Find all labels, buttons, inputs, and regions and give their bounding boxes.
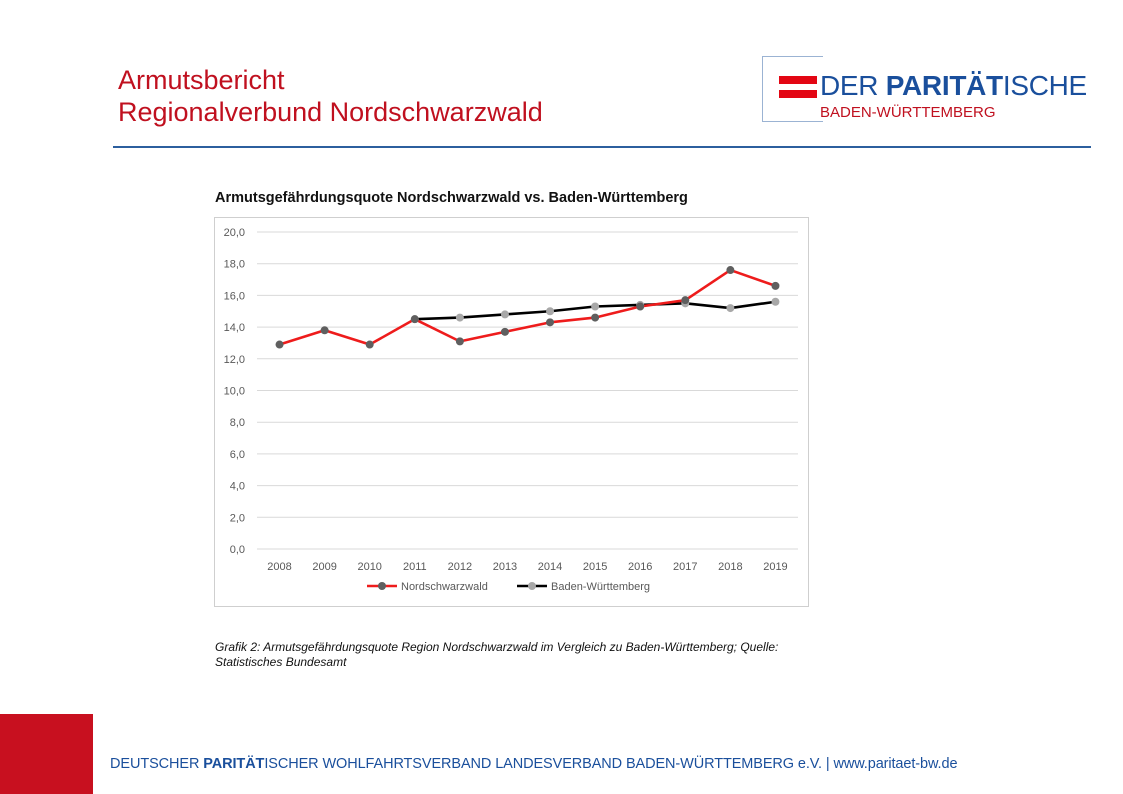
series-line-nordschwarzwald <box>279 268 776 346</box>
data-point-baden-wuerttemberg <box>726 304 735 313</box>
logo-ische: ISCHE <box>1002 70 1087 101</box>
data-point-nordschwarzwald <box>681 296 690 305</box>
line-chart: 0,0 2,0 4,0 6,0 8,0 10,0 12,0 14,0 16,0 18,0 20,0 2… <box>224 227 798 593</box>
paritaet-logo: DER PARITÄTISCHE BADEN-WÜRTTEMBERG <box>762 56 1102 126</box>
logo-der: DER <box>820 70 886 101</box>
logo-stripe-bottom <box>779 90 817 98</box>
x-tick-label: 2019 <box>763 561 787 573</box>
x-tick-label: 2012 <box>448 561 472 573</box>
data-point-nordschwarzwald <box>320 326 329 335</box>
slide-title: Armutsbericht Regionalverbund Nordschwar… <box>118 64 543 128</box>
logo-region: BADEN-WÜRTTEMBERG <box>820 104 996 121</box>
logo-stripe-top <box>779 76 817 84</box>
data-point-nordschwarzwald <box>771 281 780 290</box>
x-tick-label: 2016 <box>628 561 652 573</box>
y-tick-label: 12,0 <box>224 354 245 366</box>
legend-label-baden-wuerttemberg: Baden-Württemberg <box>551 581 650 593</box>
slide-title-line1: Armutsbericht <box>118 65 285 95</box>
header-divider <box>113 146 1091 148</box>
logo-paritaet: PARITÄT <box>885 70 1003 101</box>
x-tick-label: 2013 <box>493 561 517 573</box>
y-tick-label: 10,0 <box>224 386 245 398</box>
data-point-nordschwarzwald <box>365 340 374 349</box>
caption-line2: Statistisches Bundesamt <box>215 655 347 669</box>
legend-label-nordschwarzwald: Nordschwarzwald <box>401 581 488 593</box>
data-point-baden-wuerttemberg <box>455 313 464 322</box>
y-tick-label: 2,0 <box>230 512 245 524</box>
y-tick-label: 20,0 <box>224 227 245 239</box>
x-tick-label: 2010 <box>357 561 381 573</box>
data-point-baden-wuerttemberg <box>591 302 600 311</box>
data-point-baden-wuerttemberg <box>546 307 555 316</box>
data-point-nordschwarzwald <box>410 315 419 324</box>
y-tick-label: 14,0 <box>224 322 245 334</box>
y-tick-label: 0,0 <box>230 544 245 556</box>
y-tick-label: 16,0 <box>224 290 245 302</box>
logo-frame <box>762 56 823 122</box>
footer-bold: PARITÄT <box>203 756 265 772</box>
slide-title-line2: Regionalverbund Nordschwarzwald <box>118 97 543 127</box>
x-tick-label: 2011 <box>403 561 427 573</box>
chart-frame: 0,0 2,0 4,0 6,0 8,0 10,0 12,0 14,0 16,0 18,0 20,0 2… <box>214 217 809 607</box>
footer-part1: DEUTSCHER <box>110 756 204 772</box>
footer-part2: ISCHER WOHLFAHRTSVERBAND LANDESVERBAND B… <box>264 756 958 772</box>
x-tick-label: 2018 <box>718 561 742 573</box>
y-tick-label: 6,0 <box>230 449 245 461</box>
footer-text: DEUTSCHER PARITÄTISCHER WOHLFAHRTSVERBAN… <box>110 756 958 772</box>
x-tick-label: 2015 <box>583 561 607 573</box>
data-point-nordschwarzwald <box>591 313 600 322</box>
data-point-nordschwarzwald <box>500 327 509 336</box>
x-tick-label: 2009 <box>312 561 336 573</box>
x-tick-label: 2014 <box>538 561 562 573</box>
y-tick-label: 18,0 <box>224 259 245 271</box>
x-tick-label: 2017 <box>673 561 697 573</box>
data-point-baden-wuerttemberg <box>771 297 780 306</box>
y-tick-label: 8,0 <box>230 417 245 429</box>
data-point-nordschwarzwald <box>455 337 464 346</box>
legend-marker-nordschwarzwald <box>378 582 386 590</box>
logo-wordmark: DER PARITÄTISCHE <box>820 70 1087 102</box>
data-point-nordschwarzwald <box>726 266 735 275</box>
chart-title: Armutsgefährdungsquote Nordschwarzwald v… <box>215 190 688 206</box>
y-tick-label: 4,0 <box>230 481 245 493</box>
data-point-nordschwarzwald <box>275 340 284 349</box>
data-point-baden-wuerttemberg <box>500 310 509 319</box>
figure-caption: Grafik 2: Armutsgefährdungsquote Region … <box>215 640 855 670</box>
caption-line1: Grafik 2: Armutsgefährdungsquote Region … <box>215 640 779 654</box>
x-tick-label: 2008 <box>267 561 291 573</box>
data-point-nordschwarzwald <box>546 318 555 327</box>
data-point-nordschwarzwald <box>636 302 645 311</box>
footer-accent-block <box>0 714 93 794</box>
legend-marker-baden-wuerttemberg <box>528 582 536 590</box>
